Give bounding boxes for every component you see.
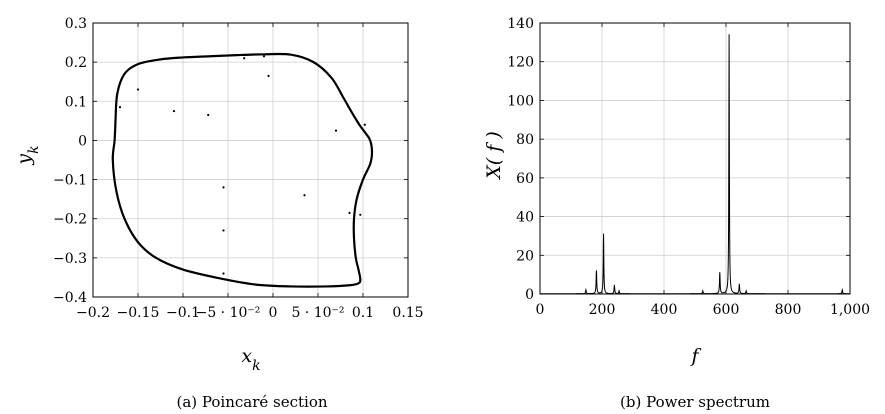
scatter-point	[118, 106, 122, 109]
y-tick-label: 0	[525, 287, 534, 303]
x-tick-label: 0.15	[392, 305, 423, 321]
scatter-point	[172, 109, 176, 113]
x-tick-label: 200	[589, 302, 616, 318]
y-tick-label: 20	[516, 248, 534, 264]
y-tick-label: 0.1	[65, 94, 87, 110]
poincare-orbit	[111, 52, 374, 288]
scatter-point	[303, 194, 306, 197]
x-tick-label: 400	[651, 302, 678, 318]
y-tick-label: −0.2	[53, 212, 87, 228]
scatter-point	[363, 123, 366, 126]
y-tick-label: −0.1	[53, 173, 87, 189]
x-tick-label: 0	[269, 305, 278, 321]
y-tick-label: 120	[507, 55, 534, 71]
x-tick-label: 600	[713, 302, 740, 318]
poincare-axes-frame	[92, 22, 409, 298]
x-tick-label: −5 · 10⁻²	[196, 305, 261, 321]
poincare-grid	[92, 22, 409, 298]
y-tick-label: 40	[516, 210, 534, 226]
spectrum-y-axis-label: X( f )	[483, 131, 505, 180]
scatter-point	[207, 113, 210, 117]
spectrum-x-axis-label: f	[689, 345, 701, 367]
scatter-point	[267, 74, 270, 77]
y-tick-label: 0.2	[65, 55, 87, 71]
poincare-x-ticks: −0.2 −0.15 −0.1−5 · 10⁻² 0 5 · 10⁻² 0.1 0.15	[76, 23, 424, 321]
poincare-section-chart: −0.2 −0.15 −0.1−5 · 10⁻² 0 5 · 10⁻² 0.1 0.15 −…	[13, 16, 424, 411]
spectrum-axes-frame	[539, 22, 851, 295]
scatter-point	[334, 129, 338, 132]
orbit-curve	[111, 52, 374, 288]
y-tick-label: 100	[507, 93, 534, 109]
scatter-point	[222, 186, 225, 189]
scatter-point	[359, 213, 362, 216]
scatter-point	[262, 55, 266, 58]
scatter-point	[222, 229, 225, 232]
poincare-caption: (a) Poincaré section	[176, 393, 327, 411]
y-tick-label: 0.3	[65, 16, 87, 32]
scatter-point	[136, 88, 140, 91]
poincare-scatter-points	[118, 55, 366, 275]
x-tick-label: −0.15	[117, 305, 160, 321]
x-tick-label: 0.1	[352, 305, 374, 321]
spectrum-x-ticks: 0 200 400 600 800 1,000	[536, 23, 870, 318]
y-tick-label: −0.4	[53, 290, 87, 306]
y-tick-label: −0.3	[53, 251, 87, 267]
poincare-x-axis-label: xk	[241, 345, 260, 374]
spectrum-series-line	[540, 34, 850, 295]
spectrum-caption: (b) Power spectrum	[620, 393, 770, 411]
x-tick-label: 800	[775, 302, 802, 318]
y-tick-label: 0	[78, 133, 87, 149]
poincare-y-axis-label: yk	[13, 145, 42, 165]
y-tick-label: 80	[516, 132, 534, 148]
x-tick-label: 1,000	[830, 302, 870, 318]
x-tick-label: 0	[536, 302, 545, 318]
scatter-point	[243, 57, 246, 60]
x-tick-label: −0.1	[166, 305, 200, 321]
x-tick-label: 5 · 10⁻²	[291, 305, 344, 321]
scatter-point	[222, 272, 225, 275]
spectrum-y-ticks: 0 20 40 60 80 100 120 140	[507, 16, 850, 303]
y-tick-label: 60	[516, 171, 534, 187]
spectrum-grid	[539, 22, 851, 295]
scatter-point	[348, 211, 351, 214]
y-tick-label: 140	[507, 16, 534, 32]
x-tick-label: −0.2	[76, 305, 110, 321]
poincare-y-ticks: −0.4 −0.3 −0.2 −0.1 0 0.1 0.2 0.3	[53, 16, 408, 306]
